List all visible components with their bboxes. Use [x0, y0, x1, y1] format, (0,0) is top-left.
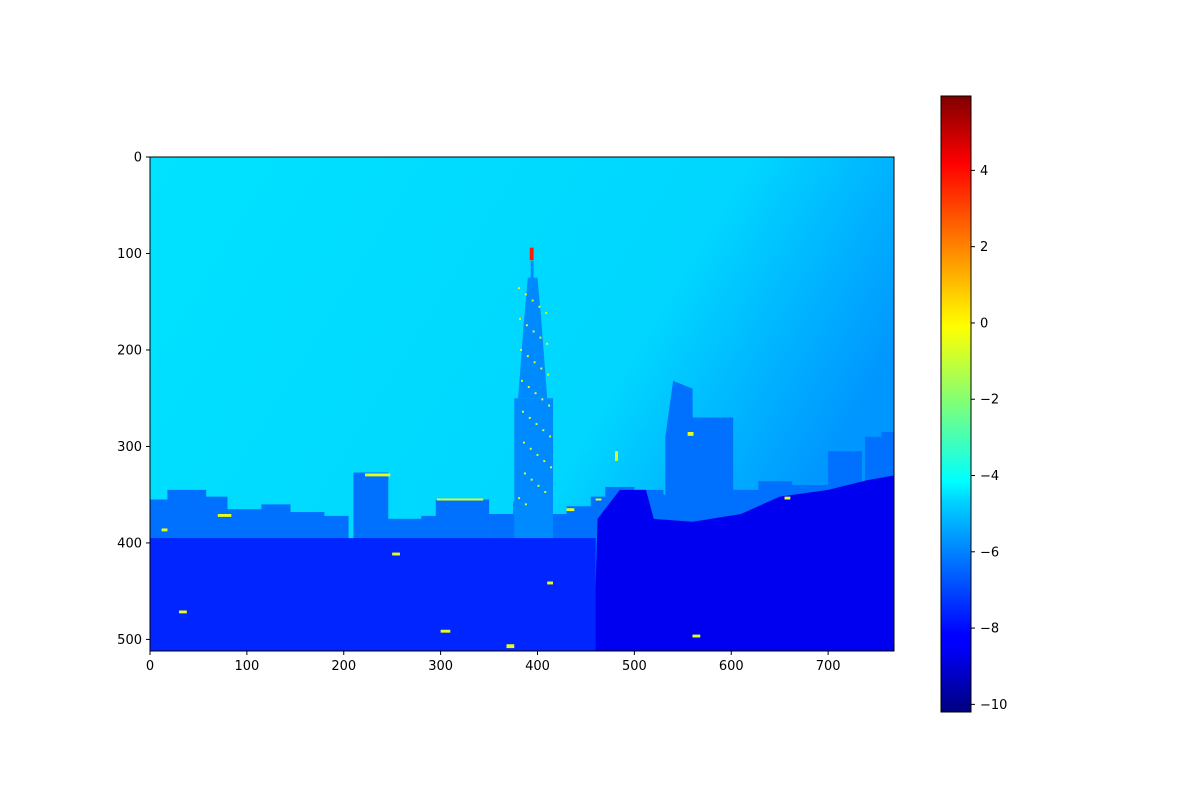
colorbar-tick-label: 2: [980, 240, 988, 255]
colorbar-tick-label: −2: [980, 393, 999, 408]
tower-window: [519, 318, 522, 321]
tower-mid: [518, 321, 548, 399]
y-tick-label: 0: [134, 151, 142, 166]
x-tick-label: 0: [146, 659, 154, 674]
light-spot: [784, 496, 791, 500]
y-axis: 0 100 200 300 400 500: [117, 151, 150, 648]
light-spot: [547, 581, 553, 585]
tower-window: [546, 342, 549, 345]
tower-window: [527, 386, 530, 388]
tower-tip: [529, 247, 534, 261]
x-tick-label: 500: [622, 659, 647, 674]
colorbar-tick-label: −10: [980, 698, 1007, 713]
tower-window: [545, 311, 548, 314]
y-tick-label: 200: [117, 343, 142, 358]
tower-window: [544, 491, 547, 493]
light-spot: [179, 610, 187, 614]
x-tick-label: 600: [719, 659, 744, 674]
colorbar-frame: [940, 95, 972, 713]
tower-window: [537, 484, 540, 487]
tower-window: [549, 435, 552, 438]
heatmap-image: [150, 157, 894, 651]
tower-window: [518, 287, 521, 290]
image-axes-frame: [149, 156, 895, 652]
light-spot: [217, 513, 232, 517]
tower-top: [523, 277, 542, 322]
light-spot: [161, 528, 168, 532]
x-tick-label: 100: [234, 659, 259, 674]
x-tick-label: 700: [816, 659, 841, 674]
x-tick-label: 300: [428, 659, 453, 674]
light-spot: [566, 508, 575, 512]
y-tick-label: 400: [117, 536, 142, 551]
light-spot: [506, 644, 515, 649]
tower-window: [521, 379, 523, 382]
tower-window: [522, 441, 525, 444]
colorbar-axis: 4 2 0 −2 −4 −6 −8 −10: [971, 164, 1007, 713]
tower-window: [548, 404, 551, 407]
tower-window: [525, 324, 528, 327]
y-tick-label: 300: [117, 440, 142, 455]
tower-window: [529, 447, 532, 450]
city-ground: [150, 538, 596, 651]
tower-window: [532, 330, 535, 333]
tower-window: [542, 429, 545, 432]
tower-window: [518, 497, 521, 500]
tower-window: [535, 423, 538, 426]
tower-window: [528, 416, 531, 419]
light-spot: [687, 431, 694, 436]
tower-window: [543, 460, 546, 463]
tower-window: [547, 373, 550, 376]
tower-window: [534, 392, 537, 395]
light-spot: [595, 498, 602, 501]
tower-window: [530, 478, 533, 481]
tower-window: [533, 361, 536, 364]
tower-window: [522, 410, 524, 413]
light-spot: [436, 498, 484, 501]
y-tick-label: 500: [117, 633, 142, 648]
hillside: [593, 475, 894, 651]
tower-window: [523, 472, 526, 475]
light-spot: [365, 473, 391, 477]
tower-window: [538, 305, 541, 308]
colorbar-tick-label: −6: [980, 545, 999, 560]
y-tick-label: 100: [117, 247, 142, 262]
light-spot: [615, 451, 618, 461]
colorbar-tick-label: 4: [980, 164, 988, 179]
tower-window: [539, 336, 542, 339]
colorbar-gradient: [941, 96, 971, 712]
x-tick-label: 400: [525, 659, 550, 674]
tower-window: [524, 503, 527, 506]
tower-window: [524, 293, 527, 296]
tower-window: [550, 466, 553, 469]
colorbar-tick-label: 0: [980, 316, 988, 331]
tower-window: [541, 398, 544, 401]
x-axis: 0 100 200 300 400 500 600 700: [146, 651, 841, 674]
light-spot: [692, 634, 701, 638]
colorbar-tick-label: −4: [980, 469, 999, 484]
tower-window: [540, 367, 543, 370]
tower-window: [531, 299, 534, 302]
tower-window: [520, 349, 522, 351]
tower-spire: [530, 261, 534, 281]
x-tick-label: 200: [331, 659, 356, 674]
light-spot: [440, 629, 451, 633]
colorbar-tick-label: −8: [980, 622, 999, 637]
light-spot: [392, 552, 400, 556]
tower-window: [536, 453, 539, 456]
tower-window: [526, 355, 529, 358]
